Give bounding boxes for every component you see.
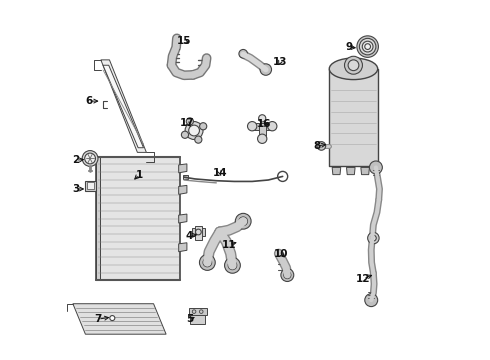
Circle shape: [268, 122, 277, 131]
Circle shape: [368, 232, 379, 244]
Circle shape: [247, 122, 257, 131]
Text: 6: 6: [85, 96, 93, 106]
Polygon shape: [179, 243, 187, 252]
Text: 2: 2: [72, 155, 79, 165]
Polygon shape: [101, 60, 147, 152]
Bar: [96, 157, 180, 280]
Polygon shape: [259, 123, 266, 139]
Circle shape: [199, 123, 207, 130]
Ellipse shape: [329, 58, 378, 80]
Polygon shape: [195, 226, 202, 240]
Text: 15: 15: [177, 36, 191, 46]
Text: 12: 12: [356, 274, 370, 284]
Polygon shape: [191, 315, 205, 324]
Text: 10: 10: [273, 248, 288, 258]
Circle shape: [224, 257, 240, 273]
Bar: [85, 181, 96, 191]
Circle shape: [110, 316, 115, 320]
Polygon shape: [346, 167, 355, 175]
Circle shape: [239, 217, 247, 226]
Circle shape: [195, 136, 202, 143]
Circle shape: [344, 56, 363, 74]
Text: 8: 8: [313, 141, 320, 151]
Polygon shape: [252, 123, 272, 130]
Circle shape: [260, 64, 271, 75]
Circle shape: [189, 125, 199, 136]
Polygon shape: [179, 214, 187, 223]
Polygon shape: [179, 164, 187, 173]
Polygon shape: [361, 167, 369, 175]
Circle shape: [258, 134, 267, 143]
Text: 14: 14: [213, 168, 227, 178]
Polygon shape: [73, 304, 166, 334]
Circle shape: [185, 122, 203, 139]
Circle shape: [259, 115, 266, 122]
Circle shape: [186, 118, 194, 125]
Text: 16: 16: [257, 120, 271, 129]
Circle shape: [365, 294, 378, 307]
Bar: [329, 69, 378, 166]
Circle shape: [281, 269, 294, 282]
Circle shape: [239, 49, 247, 58]
Polygon shape: [189, 308, 207, 315]
Polygon shape: [96, 157, 100, 280]
Circle shape: [359, 39, 376, 55]
Circle shape: [203, 258, 212, 267]
Polygon shape: [192, 228, 205, 236]
Circle shape: [369, 161, 382, 174]
Circle shape: [348, 60, 359, 71]
Text: 17: 17: [180, 118, 195, 128]
Circle shape: [82, 150, 98, 166]
Polygon shape: [179, 185, 187, 194]
Circle shape: [235, 213, 251, 229]
Text: 11: 11: [221, 239, 236, 249]
Text: 13: 13: [273, 57, 288, 67]
Circle shape: [199, 255, 215, 270]
Circle shape: [228, 261, 237, 270]
Polygon shape: [332, 167, 341, 175]
Circle shape: [284, 271, 291, 279]
Text: 3: 3: [72, 184, 79, 194]
Circle shape: [317, 141, 326, 150]
Bar: [87, 182, 95, 189]
Circle shape: [85, 153, 96, 164]
Circle shape: [357, 36, 378, 57]
Text: 1: 1: [136, 170, 143, 180]
Text: 9: 9: [345, 42, 353, 52]
Circle shape: [181, 131, 189, 138]
Polygon shape: [183, 175, 188, 179]
Polygon shape: [103, 65, 144, 148]
Text: 4: 4: [186, 231, 193, 240]
Circle shape: [365, 44, 370, 49]
Circle shape: [362, 41, 373, 52]
Text: 7: 7: [94, 314, 101, 324]
Circle shape: [370, 235, 376, 241]
Text: 5: 5: [186, 314, 193, 324]
